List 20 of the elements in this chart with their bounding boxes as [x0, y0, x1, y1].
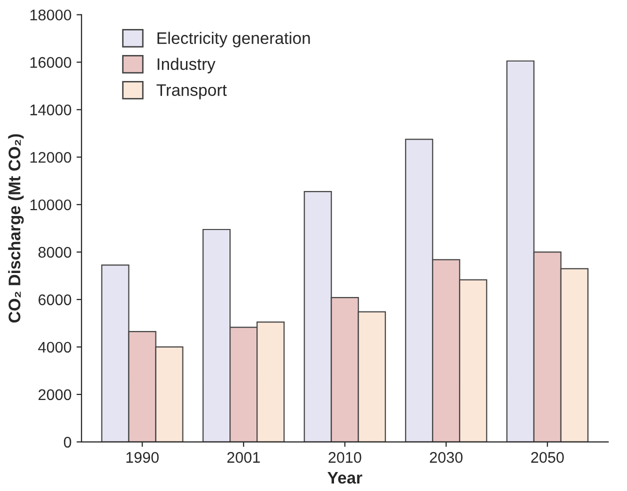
- y-tick-label: 2000: [38, 389, 72, 400]
- y-tick-label: 10000: [30, 199, 72, 210]
- y-tick-label: 8000: [38, 246, 72, 258]
- x-tick-label: 2010: [328, 452, 362, 463]
- y-tick-label: 0: [64, 436, 72, 448]
- y-tick-label: 14000: [30, 104, 72, 116]
- y-tick-label: 18000: [30, 10, 72, 20]
- y-tick-label: 6000: [38, 294, 72, 306]
- x-tick-label: 1990: [126, 452, 159, 463]
- y-axis-title: CO₂ Discharge (Mt CO₂): [8, 134, 24, 323]
- y-tick-label: 4000: [38, 342, 72, 353]
- y-tick-label: 12000: [30, 152, 72, 163]
- x-tick-label: 2030: [430, 452, 463, 463]
- legend-label: Transport: [156, 84, 227, 100]
- x-axis-title: Year: [328, 472, 362, 484]
- x-tick-label: 2001: [227, 452, 260, 463]
- legend-label: Industry: [158, 58, 216, 74]
- y-tick-label: 16000: [30, 57, 72, 68]
- x-tick-label: 2050: [531, 452, 564, 463]
- legend-label: Electricity generation: [158, 32, 310, 48]
